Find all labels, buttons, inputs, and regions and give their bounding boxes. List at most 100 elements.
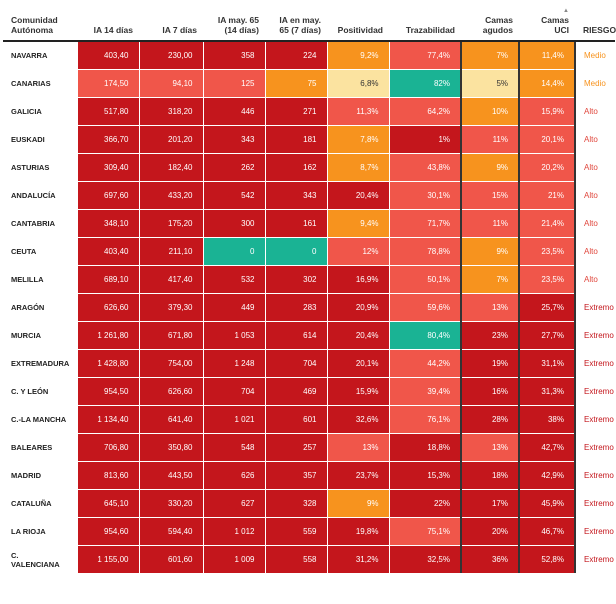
positividad-cell: 9,4%	[326, 209, 389, 238]
sort-arrow-icon[interactable]: ▲	[563, 8, 569, 14]
header-camas-agudos[interactable]: Camas agudos	[461, 0, 519, 42]
camas-agudos-cell: 9%	[460, 237, 519, 266]
positividad-cell: 8,7%	[326, 153, 389, 182]
table-row: BALEARES 706,80 350,80 548 257 13% 18,8% 13% 42,…	[3, 433, 615, 462]
ia65-14-cell: 532	[202, 265, 265, 294]
positividad-cell: 13%	[326, 433, 389, 462]
risk-level: Extremo	[574, 405, 615, 434]
ia65-14-cell: 704	[202, 377, 265, 406]
table-row: CANARIAS 174,50 94,10 125 75 6,8% 82% 5% 14,4% Me…	[3, 69, 615, 98]
ia65-7-cell: 601	[264, 405, 327, 434]
ia14-cell: 954,50	[76, 377, 139, 406]
risk-level: Extremo	[574, 377, 615, 406]
header-ia65-14[interactable]: IA may. 65 (14 días)	[203, 0, 265, 42]
ia14-cell: 1 134,40	[76, 405, 139, 434]
table-row: MELILLA 689,10 417,40 532 302 16,9% 50,1% 7% 23,…	[3, 265, 615, 294]
table-row: C.-LA MANCHA 1 134,40 641,40 1 021 601 32,6% 7…	[3, 405, 615, 434]
community-name: CANTABRIA	[3, 209, 77, 238]
header-camas-uci-label: Camas UCI	[541, 15, 569, 35]
trazabilidad-cell: 59,6%	[388, 293, 461, 322]
positividad-cell: 20,4%	[326, 321, 389, 350]
ia65-7-cell: 559	[264, 517, 327, 546]
camas-agudos-cell: 36%	[460, 545, 519, 573]
positividad-cell: 9,2%	[326, 40, 389, 70]
ia14-cell: 366,70	[76, 125, 139, 154]
header-riesgo[interactable]: RIESGO	[575, 0, 616, 42]
ia65-14-cell: 446	[202, 97, 265, 126]
ia65-7-cell: 257	[264, 433, 327, 462]
community-name: GALICIA	[3, 97, 77, 126]
camas-uci-cell: 25,7%	[518, 293, 575, 322]
camas-agudos-cell: 23%	[460, 321, 519, 350]
ia65-14-cell: 542	[202, 181, 265, 210]
risk-level: Alto	[574, 237, 615, 266]
ia14-cell: 697,60	[76, 181, 139, 210]
risk-level: Extremo	[574, 349, 615, 378]
positividad-cell: 23,7%	[326, 461, 389, 490]
ia14-cell: 954,60	[76, 517, 139, 546]
trazabilidad-cell: 1%	[388, 125, 461, 154]
ia65-7-cell: 328	[264, 489, 327, 518]
ia7-cell: 350,80	[138, 433, 203, 462]
positividad-cell: 12%	[326, 237, 389, 266]
ia14-cell: 174,50	[76, 69, 139, 98]
ia7-cell: 626,60	[138, 377, 203, 406]
risk-level: Alto	[574, 209, 615, 238]
ia7-cell: 641,40	[138, 405, 203, 434]
ia14-cell: 1 428,80	[76, 349, 139, 378]
header-ia65-7[interactable]: IA en may. 65 (7 días)	[265, 0, 327, 42]
positividad-cell: 19,8%	[326, 517, 389, 546]
ia65-14-cell: 262	[202, 153, 265, 182]
positividad-cell: 20,4%	[326, 181, 389, 210]
table-row: CEUTA 403,40 211,10 0 0 12% 78,8% 9% 23,5% Alto	[3, 237, 615, 266]
trazabilidad-cell: 32,5%	[388, 545, 461, 573]
camas-agudos-cell: 7%	[460, 265, 519, 294]
header-positividad[interactable]: Positividad	[327, 0, 389, 42]
trazabilidad-cell: 77,4%	[388, 40, 461, 70]
ia65-14-cell: 0	[202, 237, 265, 266]
ia65-7-cell: 614	[264, 321, 327, 350]
header-camas-uci[interactable]: ▲ Camas UCI	[519, 0, 575, 42]
ia7-cell: 201,20	[138, 125, 203, 154]
community-name: MADRID	[3, 461, 77, 490]
ia65-7-cell: 271	[264, 97, 327, 126]
ia7-cell: 379,30	[138, 293, 203, 322]
camas-uci-cell: 52,8%	[518, 545, 575, 573]
header-community[interactable]: Comunidad Autónoma	[3, 0, 77, 42]
header-ia14[interactable]: IA 14 días	[77, 0, 139, 42]
ia7-cell: 754,00	[138, 349, 203, 378]
trazabilidad-cell: 80,4%	[388, 321, 461, 350]
community-name: MURCIA	[3, 321, 77, 350]
risk-level: Extremo	[574, 517, 615, 546]
camas-uci-cell: 42,9%	[518, 461, 575, 490]
community-name: EXTREMADURA	[3, 349, 77, 378]
ia7-cell: 94,10	[138, 69, 203, 98]
camas-uci-cell: 20,1%	[518, 125, 575, 154]
risk-level: Alto	[574, 153, 615, 182]
positividad-cell: 11,3%	[326, 97, 389, 126]
header-row: Comunidad Autónoma IA 14 días IA 7 días …	[3, 0, 616, 42]
camas-agudos-cell: 20%	[460, 517, 519, 546]
ia14-cell: 706,80	[76, 433, 139, 462]
camas-uci-cell: 21,4%	[518, 209, 575, 238]
table-row: CATALUÑA 645,10 330,20 627 328 9% 22% 17% 45,9% E…	[3, 489, 615, 518]
risk-level: Alto	[574, 181, 615, 210]
community-name: ASTURIAS	[3, 153, 77, 182]
positividad-cell: 9%	[326, 489, 389, 518]
camas-uci-cell: 15,9%	[518, 97, 575, 126]
positividad-cell: 31,2%	[326, 545, 389, 573]
camas-agudos-cell: 11%	[460, 209, 519, 238]
trazabilidad-cell: 75,1%	[388, 517, 461, 546]
camas-uci-cell: 11,4%	[518, 40, 575, 70]
ia14-cell: 813,60	[76, 461, 139, 490]
camas-uci-cell: 20,2%	[518, 153, 575, 182]
ia65-14-cell: 1 248	[202, 349, 265, 378]
ia7-cell: 433,20	[138, 181, 203, 210]
ia65-14-cell: 343	[202, 125, 265, 154]
risk-level: Alto	[574, 125, 615, 154]
trazabilidad-cell: 22%	[388, 489, 461, 518]
trazabilidad-cell: 18,8%	[388, 433, 461, 462]
header-trazabilidad[interactable]: Trazabilidad	[389, 0, 461, 42]
table-row: ANDALUCÍA 697,60 433,20 542 343 20,4% 30,1% 15%…	[3, 181, 615, 210]
header-ia7[interactable]: IA 7 días	[139, 0, 203, 42]
